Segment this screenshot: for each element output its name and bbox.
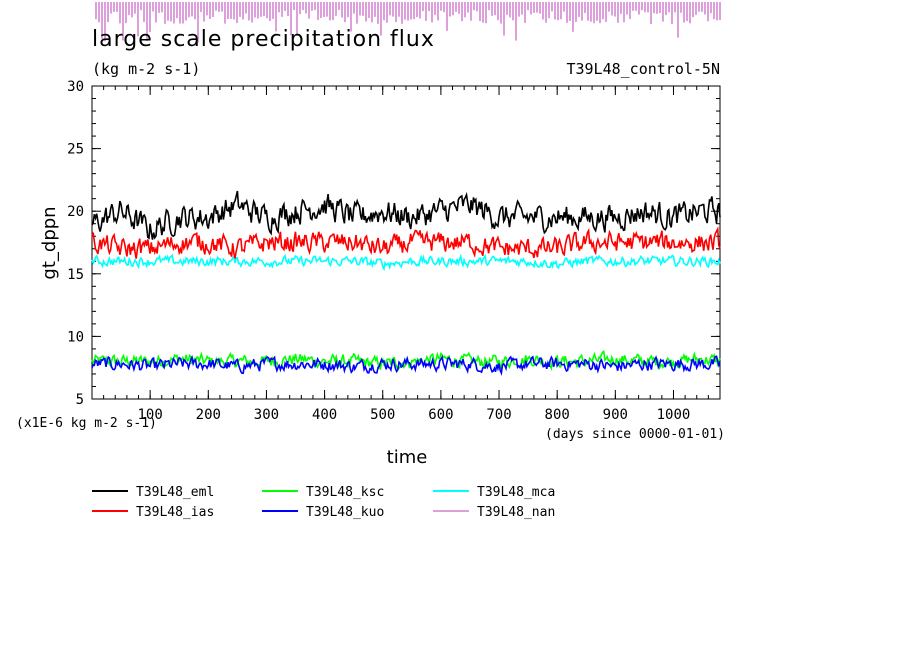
- series-layer: [91, 190, 721, 377]
- x-tick-label: 200: [196, 407, 221, 423]
- x-tick-label: 100: [137, 407, 162, 423]
- legend-label: T39L48_mca: [477, 485, 555, 500]
- y-tick-label: 20: [67, 204, 84, 220]
- series-line-t39l48_ias: [91, 226, 721, 259]
- y-tick-label: 10: [67, 329, 84, 345]
- y-tick-label: 5: [76, 392, 84, 408]
- x-tick-label: 900: [603, 407, 628, 423]
- x-units-label: (days since 0000-01-01): [545, 427, 725, 442]
- legend-label: T39L48_nan: [477, 505, 555, 520]
- y-scale-note: (x1E-6 kg m-2 s-1): [16, 416, 157, 431]
- x-axis-ticks: 100 200 300 400 500 600 700 800 900 1000: [137, 86, 690, 423]
- x-tick-label: 600: [428, 407, 453, 423]
- x-tick-label: 300: [254, 407, 279, 423]
- y-tick-label: 15: [67, 267, 84, 283]
- y-tick-label: 25: [67, 142, 84, 158]
- legend-label: T39L48_ias: [136, 505, 214, 520]
- nan-series-strip: [95, 2, 721, 43]
- y-axis-label: gt_dppn: [39, 206, 60, 279]
- legend-label: T39L48_ksc: [306, 485, 384, 500]
- x-tick-label: 1000: [657, 407, 691, 423]
- x-tick-label: 500: [370, 407, 395, 423]
- legend-label: T39L48_eml: [136, 485, 214, 500]
- x-tick-label: 800: [545, 407, 570, 423]
- series-line-t39l48_eml: [91, 190, 721, 240]
- chart-subtitle: (kg m-2 s-1): [92, 60, 200, 78]
- series-line-t39l48_kuo: [91, 354, 721, 377]
- legend: T39L48_eml T39L48_ias T39L48_ksc T39L48_kuo…: [92, 485, 555, 520]
- chart-title: large scale precipitation flux: [92, 27, 435, 52]
- x-axis-label: time: [387, 447, 428, 468]
- series-line-t39l48_mca: [91, 253, 721, 272]
- y-axis-ticks: 5 10 15 20 25 30: [67, 79, 720, 408]
- y-tick-label: 30: [67, 79, 84, 95]
- legend-label: T39L48_kuo: [306, 505, 384, 520]
- x-tick-label: 400: [312, 407, 337, 423]
- run-label: T39L48_control-5N: [566, 60, 720, 78]
- x-tick-label: 700: [486, 407, 511, 423]
